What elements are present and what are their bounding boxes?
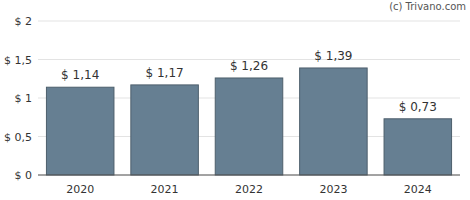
bar	[215, 78, 283, 175]
x-tick-label: 2024	[404, 183, 432, 196]
y-tick-label: $ 1,5	[4, 54, 32, 67]
grid-line	[38, 175, 460, 176]
data-label: $ 1,26	[230, 59, 268, 73]
bar	[384, 119, 452, 175]
data-label: $ 1,17	[146, 66, 184, 80]
chart: $ 0 $ 0,5 $ 1 $ 1,5 $ 2 $ 1,14 $ 1,17 $ 1,26 $ 1…	[0, 0, 470, 200]
x-tick-label: 2020	[66, 183, 94, 196]
bar	[300, 68, 368, 175]
credit: (c) Trivano.com	[389, 1, 466, 12]
x-tick-label: 2021	[151, 183, 179, 196]
y-tick-label: $ 1	[15, 92, 33, 105]
x-axis	[38, 175, 460, 176]
bar	[46, 87, 114, 175]
data-label: $ 1,14	[61, 68, 99, 82]
data-label: $ 1,39	[314, 49, 352, 63]
data-label: $ 0,73	[399, 100, 437, 114]
y-tick-label: $ 2	[15, 15, 33, 28]
x-tick-label: 2022	[235, 183, 263, 196]
bar	[131, 85, 199, 175]
x-tick-label: 2023	[319, 183, 347, 196]
y-tick-label: $ 0,5	[4, 131, 32, 144]
y-tick-label: $ 0	[15, 169, 33, 182]
grid-line	[38, 21, 460, 22]
